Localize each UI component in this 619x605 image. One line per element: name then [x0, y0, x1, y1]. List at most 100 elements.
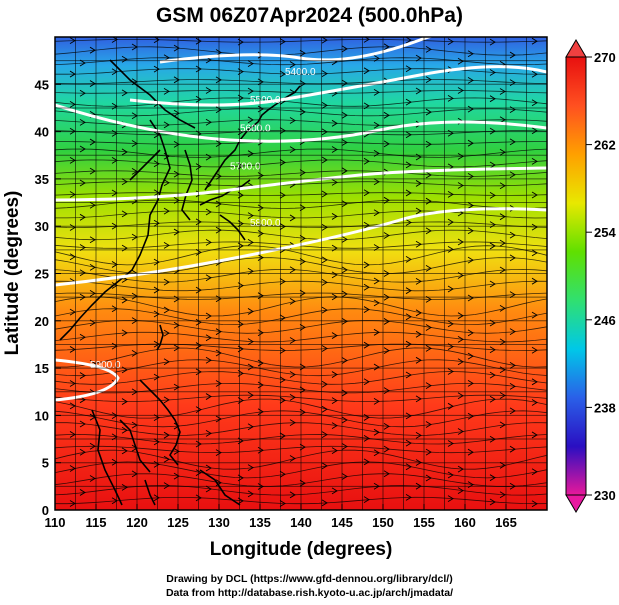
wind-arrow	[467, 329, 474, 337]
streamline	[55, 68, 547, 75]
wind-arrow	[499, 421, 506, 429]
streamline	[55, 199, 547, 209]
wind-arrow	[331, 487, 338, 495]
wind-arrow	[163, 396, 170, 404]
wind-arrow	[195, 368, 202, 376]
wind-arrow	[79, 179, 86, 187]
wind-arrow	[153, 373, 160, 381]
wind-arrow	[321, 224, 328, 231]
wind-arrow	[279, 127, 286, 135]
wind-arrow	[289, 266, 296, 274]
colorbar-tick-label: 246	[594, 313, 616, 328]
wind-arrow	[383, 318, 390, 325]
wind-arrow	[299, 204, 306, 212]
wind-arrow	[331, 119, 338, 127]
streamline	[55, 308, 547, 326]
wind-arrow	[531, 277, 538, 285]
wind-arrow	[457, 87, 464, 94]
wind-arrow	[195, 469, 202, 477]
wind-arrow	[173, 472, 180, 480]
wind-arrow	[405, 131, 412, 139]
wind-arrow	[279, 278, 286, 285]
wind-arrow	[163, 482, 170, 489]
wind-arrow	[383, 387, 390, 395]
wind-arrow	[279, 191, 286, 199]
wind-arrow	[467, 77, 474, 84]
wind-arrow	[341, 236, 348, 243]
streamline	[55, 292, 547, 300]
wind-arrow	[341, 473, 348, 480]
wind-arrow	[153, 65, 160, 73]
wind-arrow	[467, 294, 474, 302]
wind-arrow	[467, 227, 474, 235]
wind-arrow	[321, 499, 328, 507]
wind-arrow	[247, 239, 254, 246]
wind-arrow	[121, 398, 128, 405]
wind-arrow	[331, 271, 338, 279]
wind-arrow	[425, 76, 432, 83]
wind-arrow	[247, 116, 254, 124]
wind-arrow	[121, 329, 128, 337]
wind-arrow	[415, 180, 422, 187]
wind-arrow	[415, 54, 422, 62]
wind-arrow	[215, 415, 222, 423]
wind-arrow	[531, 223, 538, 231]
wind-arrow	[447, 440, 454, 447]
wind-arrow	[79, 269, 86, 277]
wind-arrow	[299, 443, 306, 451]
wind-arrow	[89, 167, 96, 175]
wind-arrow	[509, 407, 516, 415]
wind-arrow	[341, 139, 348, 146]
wind-arrow	[215, 380, 222, 387]
wind-arrow	[363, 496, 370, 504]
colorbar-tick-label: 254	[594, 225, 616, 240]
wind-arrow	[509, 254, 516, 262]
wind-arrow	[425, 227, 432, 235]
wind-arrow	[289, 146, 296, 154]
streamline	[55, 382, 547, 394]
wind-arrow	[373, 89, 380, 96]
wind-arrow	[299, 108, 306, 116]
wind-arrow	[405, 219, 412, 226]
wind-arrow	[373, 121, 380, 129]
wind-arrow	[195, 286, 202, 294]
wind-arrow	[153, 160, 160, 168]
wind-arrow	[299, 80, 306, 88]
colorbar: 270 262 254 246 238 230	[565, 39, 616, 513]
wind-arrow	[489, 242, 496, 250]
wind-arrow	[467, 256, 474, 264]
wind-arrow	[195, 65, 202, 73]
wind-arrow	[373, 428, 380, 436]
wind-arrow	[173, 383, 180, 391]
gridlines	[55, 37, 547, 510]
wind-arrow	[509, 445, 516, 453]
streamline	[55, 159, 547, 168]
streamline	[55, 398, 547, 419]
wind-arrow	[215, 328, 222, 336]
wind-arrow	[163, 121, 170, 129]
streamline	[55, 433, 547, 445]
wind-arrow	[331, 371, 338, 378]
x-tick-label: 125	[167, 515, 189, 530]
wind-arrow	[489, 498, 496, 506]
wind-arrow	[215, 172, 222, 180]
wind-arrow	[215, 449, 222, 456]
wind-arrow	[467, 412, 474, 420]
wind-arrow	[531, 378, 538, 386]
wind-arrow	[425, 264, 432, 272]
streamline	[55, 410, 547, 428]
wind-arrow	[467, 139, 474, 147]
wind-arrow	[531, 37, 538, 45]
wind-arrow	[121, 210, 128, 218]
wind-arrow	[153, 37, 160, 44]
wind-arrow	[373, 328, 380, 336]
wind-arrow	[457, 465, 464, 473]
wind-arrow	[153, 310, 160, 318]
wind-arrow	[363, 306, 370, 313]
chart-title: GSM 06Z07Apr2024 (500.0hPa)	[156, 4, 463, 27]
x-axis-ticks: 110 115 120 125 130 135 140 145 150 155 160 165	[45, 504, 517, 530]
wind-arrow	[383, 470, 390, 478]
wind-arrow	[205, 429, 212, 437]
wind-arrow	[331, 146, 338, 153]
